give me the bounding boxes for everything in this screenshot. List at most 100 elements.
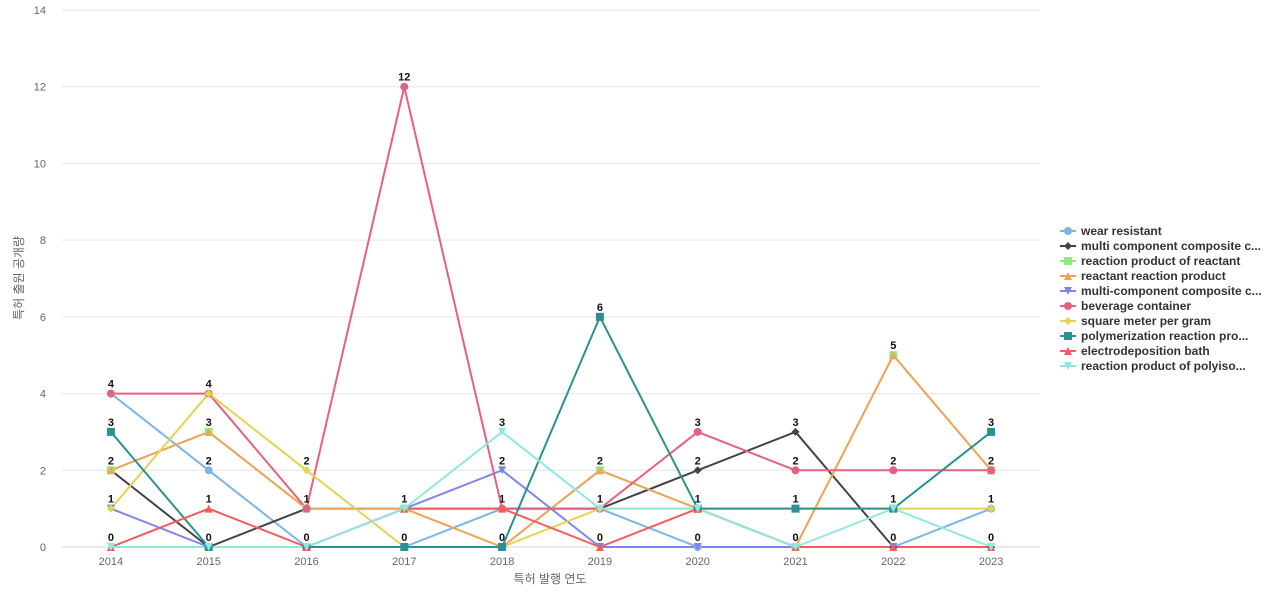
legend-item-4[interactable]: multi-component composite c... (1060, 284, 1262, 298)
legend-item-9[interactable]: reaction product of polyiso... (1060, 359, 1246, 373)
data-label: 2 (792, 455, 798, 467)
series-3-point (106, 466, 115, 475)
data-label: 0 (890, 532, 896, 544)
series-6-point (106, 504, 115, 513)
series-5-point (987, 466, 996, 475)
data-label: 1 (401, 494, 407, 506)
data-label: 2 (988, 455, 994, 467)
series-5-point (693, 427, 702, 436)
series-9-point (204, 543, 213, 551)
series-6-point (204, 389, 213, 398)
series-7-point (498, 543, 507, 551)
legend-label: multi-component composite c... (1081, 284, 1262, 298)
x-tick-label: 2021 (783, 556, 807, 568)
series-9-point (400, 504, 409, 513)
legend-item-6[interactable]: square meter per gram (1060, 314, 1211, 328)
series-9-point (595, 504, 604, 513)
legend-label: square meter per gram (1081, 314, 1211, 328)
series-6-point (987, 504, 996, 513)
series-1-point (791, 427, 800, 436)
data-label: 1 (597, 494, 603, 506)
y-tick-label: 8 (40, 235, 46, 247)
data-label: 2 (206, 455, 212, 467)
legend-label: reactant reaction product (1081, 269, 1226, 283)
data-label: 0 (695, 532, 701, 544)
data-label: 0 (792, 532, 798, 544)
legend-item-7[interactable]: polymerization reaction pro... (1060, 329, 1248, 343)
legend-label: multi component composite c... (1081, 239, 1261, 253)
data-label: 3 (206, 417, 212, 429)
legend-label: polymerization reaction pro... (1081, 329, 1248, 343)
series-line-8 (110, 507, 992, 548)
x-tick-label: 2023 (979, 556, 1003, 568)
series-5-point (400, 82, 409, 91)
data-label: 0 (499, 532, 505, 544)
legend-item-8[interactable]: electrodeposition bath (1060, 344, 1210, 358)
y-tick-label: 0 (40, 542, 46, 554)
x-axis-title: 특허 발행 연도 (514, 571, 587, 586)
series-lines (110, 85, 992, 548)
legend-label: electrodeposition bath (1081, 344, 1210, 358)
data-label: 1 (988, 494, 994, 506)
series-line-1 (110, 430, 992, 548)
series-5-point (889, 466, 898, 475)
legend-swatch-marker (1064, 347, 1072, 355)
series-line-3 (110, 354, 992, 548)
data-label: 3 (499, 417, 505, 429)
series-8-point (889, 543, 898, 551)
data-label: 4 (206, 379, 213, 391)
y-tick-label: 4 (40, 389, 46, 401)
legend-label: wear resistant (1080, 224, 1162, 238)
y-tick-label: 6 (40, 312, 46, 324)
series-9-point (987, 543, 996, 551)
data-label: 1 (303, 494, 309, 506)
data-label: 3 (988, 417, 994, 429)
x-tick-label: 2014 (99, 556, 123, 568)
series-9-point (889, 504, 898, 513)
legend-swatch-marker (1064, 257, 1072, 265)
x-tick-label: 2020 (685, 556, 709, 568)
data-label: 1 (206, 494, 212, 506)
data-label: 0 (988, 532, 994, 544)
data-label: 2 (695, 455, 701, 467)
series-7-point (595, 312, 604, 321)
x-tick-label: 2019 (588, 556, 612, 568)
series-line-5 (110, 85, 992, 510)
series-7-point (791, 504, 800, 513)
legend-swatch-marker (1064, 287, 1072, 295)
series-9-point (693, 504, 702, 513)
legend-item-5[interactable]: beverage container (1060, 299, 1191, 313)
y-axis-title: 특허 출원 공개량 (12, 236, 26, 320)
data-label: 0 (108, 532, 114, 544)
data-label: 0 (401, 532, 407, 544)
legend-item-1[interactable]: multi component composite c... (1060, 239, 1261, 253)
legend-item-0[interactable]: wear resistant (1060, 224, 1162, 238)
series-8-point (204, 504, 213, 513)
legend-swatch-marker (1064, 362, 1072, 370)
y-tick-label: 10 (34, 158, 46, 170)
series-9-point (791, 543, 800, 551)
series-7-point (400, 543, 409, 551)
data-label: 1 (695, 494, 701, 506)
legend-swatch-marker (1064, 227, 1072, 235)
legend-label: reaction product of polyiso... (1081, 359, 1246, 373)
legend-label: reaction product of reactant (1081, 254, 1240, 268)
series-8-point (595, 543, 604, 551)
x-tick-label: 2015 (196, 556, 220, 568)
series-line-9 (110, 430, 992, 548)
data-label: 2 (108, 455, 114, 467)
data-label: 4 (108, 379, 115, 391)
series-9-point (302, 543, 311, 551)
data-label: 1 (792, 494, 798, 506)
series-9-point (106, 543, 115, 551)
legend-swatch-marker (1064, 272, 1072, 280)
x-tick-label: 2016 (294, 556, 318, 568)
series-5-point (791, 466, 800, 475)
gridlines (62, 9, 1040, 471)
legend-item-3[interactable]: reactant reaction product (1060, 269, 1226, 283)
legend-item-2[interactable]: reaction product of reactant (1060, 254, 1240, 268)
series-4-point (693, 543, 702, 551)
y-tick-label: 14 (34, 5, 46, 17)
data-label: 5 (890, 340, 896, 352)
